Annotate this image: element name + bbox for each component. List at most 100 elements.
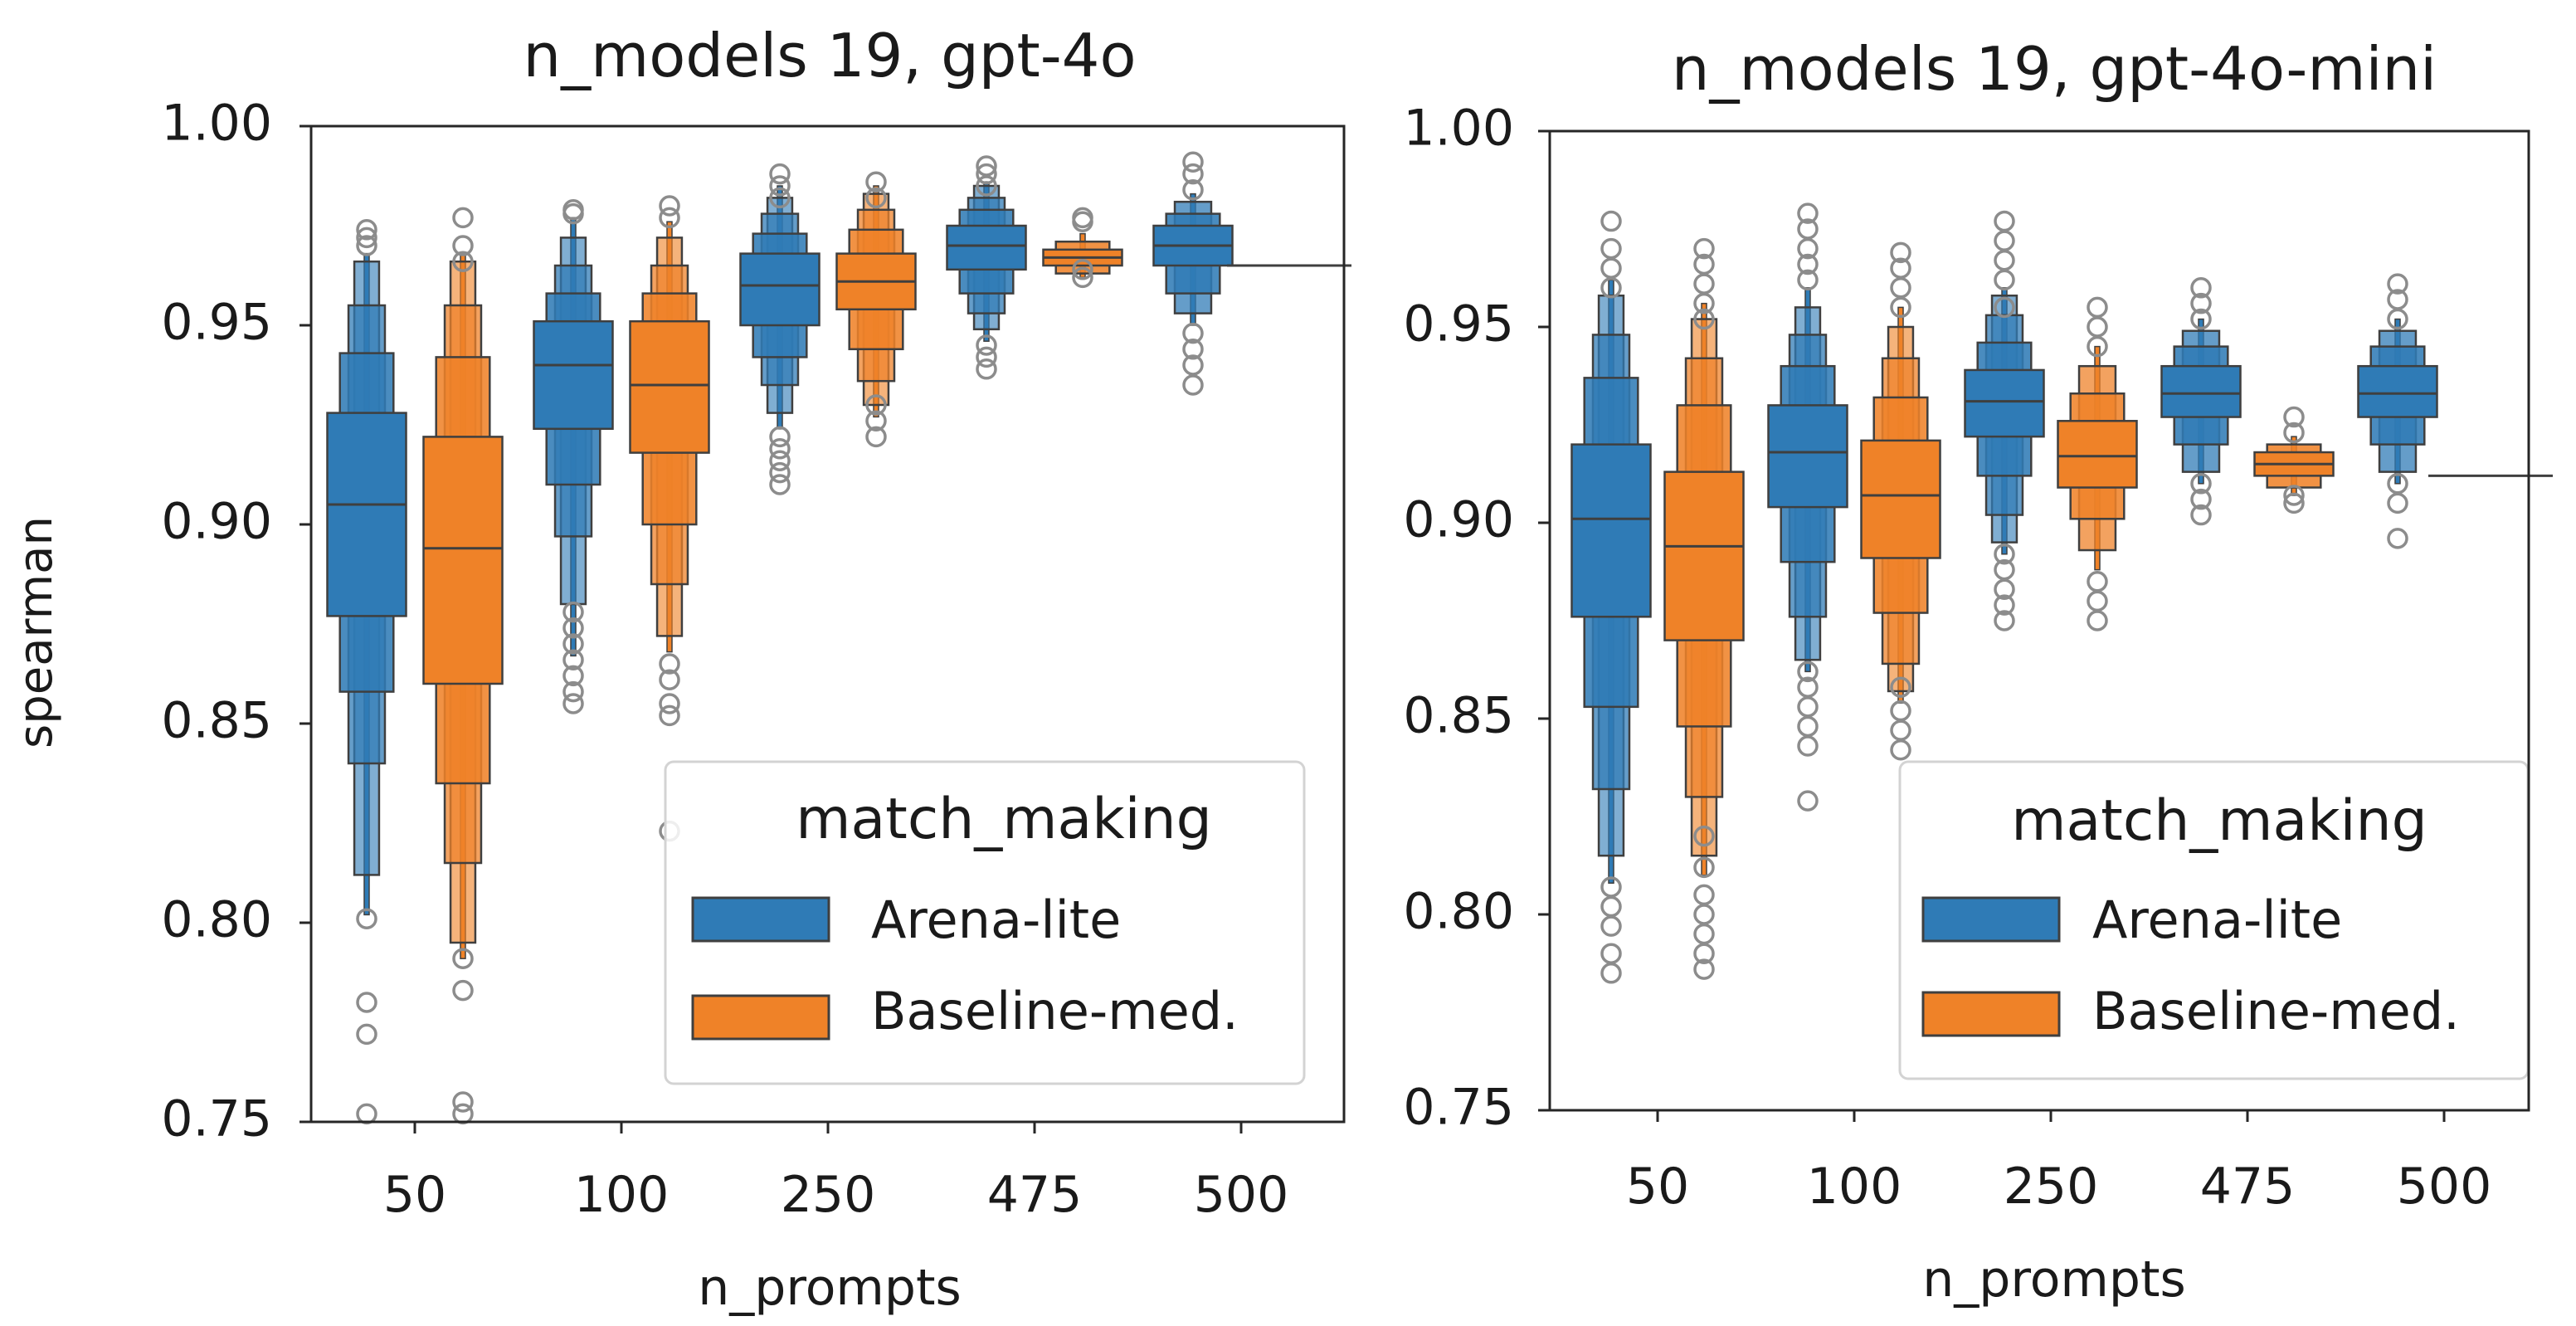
plot-marks xyxy=(299,124,1351,1133)
boxen-baseline-med-475 xyxy=(2253,406,2335,514)
y-tick-label: 1.00 xyxy=(161,95,272,153)
x-tick-label: 250 xyxy=(781,1166,876,1224)
y-tick-label: 0.95 xyxy=(161,294,272,352)
outlier-point xyxy=(1994,544,2015,565)
boxen-box xyxy=(946,224,1027,271)
boxen-box xyxy=(1663,470,1745,641)
boxen-arena-lite-50 xyxy=(326,219,407,1125)
outlier-point xyxy=(356,219,377,241)
outlier-point xyxy=(1072,266,1093,289)
outlier-point xyxy=(452,1091,474,1113)
outlier-point xyxy=(1182,163,1204,185)
legend-label-baseline-med: Baseline-med. xyxy=(871,981,1239,1041)
x-axis-label: n_prompts xyxy=(1922,1250,2186,1309)
chart-title: n_models 19, gpt-4o-mini xyxy=(1672,34,2437,104)
x-tick-label: 475 xyxy=(987,1166,1083,1224)
outlier-point xyxy=(1797,253,1819,275)
boxen-box xyxy=(533,319,614,431)
x-tick-label: 50 xyxy=(1626,1158,1689,1216)
outlier-point xyxy=(1693,856,1715,879)
outlier-point xyxy=(1182,322,1204,344)
outlier-point xyxy=(2283,485,2305,506)
boxen-arena-lite-475 xyxy=(2160,277,2242,526)
outlier-point xyxy=(769,438,791,460)
outlier-point xyxy=(1797,218,1819,240)
x-tick-label: 250 xyxy=(2004,1158,2099,1216)
outlier-point xyxy=(1182,151,1204,173)
outlier-point xyxy=(356,908,377,929)
legend-title: match_making xyxy=(2011,788,2427,854)
boxen-box xyxy=(1964,368,2045,438)
outlier-point xyxy=(1994,594,2015,616)
outlier-point xyxy=(562,649,584,670)
outlier-point xyxy=(452,235,474,256)
outlier-point xyxy=(976,346,997,368)
boxen-arena-lite-250 xyxy=(1964,210,2045,631)
y-tick-label: 1.00 xyxy=(1403,100,1514,158)
y-tick-label: 0.80 xyxy=(1403,883,1514,941)
boxen-box xyxy=(1570,443,1652,618)
outlier-point xyxy=(562,617,584,639)
outlier-point xyxy=(1693,825,1715,847)
x-axis-label: n_prompts xyxy=(698,1259,962,1317)
outlier-point xyxy=(1072,259,1093,280)
outlier-point xyxy=(2190,292,2212,314)
outlier-point xyxy=(2283,492,2305,514)
outlier-point xyxy=(1994,578,2015,600)
legend: match_making Arena-lite Baseline-med. xyxy=(664,760,1306,1085)
outlier-point xyxy=(1600,963,1622,984)
outlier-point xyxy=(1182,354,1204,376)
outlier-point xyxy=(1693,237,1715,260)
outlier-point xyxy=(769,461,791,484)
boxen-arena-lite-100 xyxy=(1767,202,1848,812)
legend-swatch-arena-lite xyxy=(691,896,830,943)
outlier-point xyxy=(976,175,997,197)
legend-title: match_making xyxy=(796,787,1212,852)
boxen-baseline-med-50 xyxy=(1663,237,1745,980)
outlier-point xyxy=(769,175,791,197)
outlier-point xyxy=(1994,210,2015,232)
outlier-point xyxy=(2087,610,2108,631)
outlier-point xyxy=(976,358,997,380)
outlier-point xyxy=(2190,308,2212,330)
x-tick-label: 100 xyxy=(574,1166,670,1224)
boxen-box xyxy=(2160,364,2242,418)
outlier-point xyxy=(865,394,887,416)
outlier-point xyxy=(562,633,584,655)
outlier-point xyxy=(1693,943,1715,964)
outlier-point xyxy=(769,474,791,495)
boxen-box xyxy=(326,412,407,617)
outlier-point xyxy=(2087,296,2108,319)
outlier-point xyxy=(769,426,791,448)
outlier-point xyxy=(356,235,377,256)
y-tick-label: 0.75 xyxy=(161,1090,272,1148)
outlier-point xyxy=(1600,237,1622,260)
outlier-point xyxy=(976,334,997,356)
outlier-point xyxy=(1797,790,1819,812)
plot-marks xyxy=(1538,129,2553,1122)
outlier-point xyxy=(452,251,474,272)
plot-frame xyxy=(1548,129,2530,1112)
outlier-point xyxy=(769,450,791,471)
outlier-point xyxy=(865,187,887,209)
legend-swatch-arena-lite xyxy=(1921,896,2061,943)
legend-label-arena-lite: Arena-lite xyxy=(871,890,1121,950)
y-tick-label: 0.75 xyxy=(1403,1079,1514,1137)
outlier-point xyxy=(562,693,584,714)
outlier-point xyxy=(1890,241,1911,264)
legend-label-baseline-med: Baseline-med. xyxy=(2092,981,2460,1041)
x-tick-label: 500 xyxy=(1194,1166,1289,1224)
boxen-box xyxy=(1860,439,1941,559)
x-tick-label: 500 xyxy=(2397,1158,2492,1216)
outlier-point xyxy=(1182,339,1204,360)
boxen-box xyxy=(422,436,504,685)
boxen-arena-lite-500 xyxy=(1152,151,1234,396)
outlier-point xyxy=(769,187,791,209)
outlier-point xyxy=(1994,296,2015,319)
boxen-arena-lite-475 xyxy=(946,155,1027,380)
boxen-arena-lite-100 xyxy=(533,199,614,714)
outlier-point xyxy=(1693,253,1715,275)
outlier-point xyxy=(2387,528,2408,549)
outlier-point xyxy=(659,669,680,690)
legend: match_making Arena-lite Baseline-med. xyxy=(1898,760,2530,1080)
